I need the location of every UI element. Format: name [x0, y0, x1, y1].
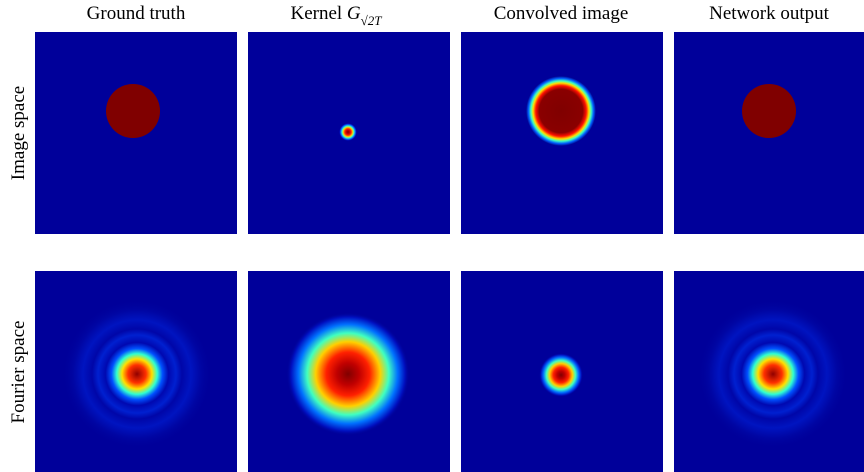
column-title: Ground truth	[87, 3, 186, 24]
title-symbol: G	[347, 3, 361, 24]
spectrum	[539, 353, 583, 397]
column-title: Convolved image	[494, 3, 629, 24]
disk	[106, 84, 160, 138]
column-title: Network output	[709, 3, 830, 24]
spectrum	[698, 299, 848, 449]
title-subscript: √2T	[361, 13, 383, 28]
spectrum	[62, 299, 212, 449]
kernel-spectrum	[286, 312, 410, 436]
kernel-spot	[339, 123, 357, 141]
fourier-row	[35, 271, 864, 472]
title-text: Kernel	[290, 3, 342, 24]
disk	[742, 84, 796, 138]
row-label: Image space	[8, 86, 29, 180]
row-label: Fourier space	[8, 321, 29, 424]
blurred-disk	[526, 76, 596, 146]
image-row	[35, 32, 864, 234]
column-title: Kernel G√2T	[290, 3, 382, 28]
